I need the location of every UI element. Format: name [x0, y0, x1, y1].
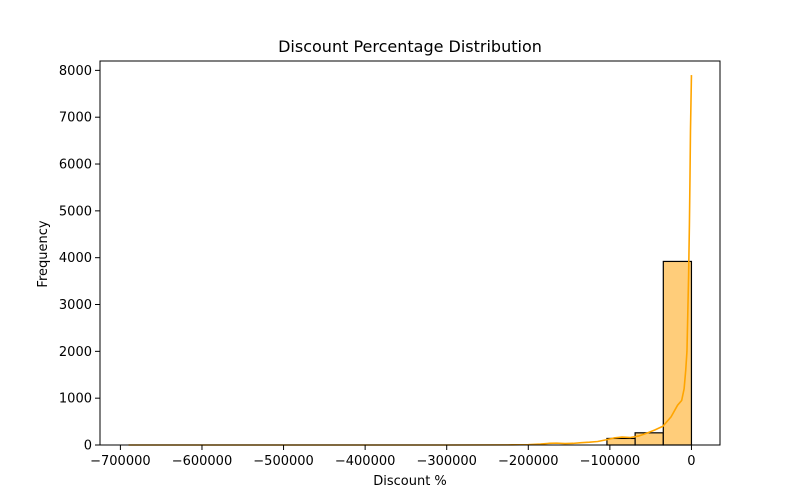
y-axis-label: Frequency	[36, 220, 51, 287]
y-tick-label-4: 4000	[59, 251, 92, 266]
bars-layer	[606, 260, 693, 446]
x-tick-label-0: −700000	[90, 454, 151, 469]
y-tick-label-3: 3000	[59, 298, 92, 313]
x-tick-label-2: −500000	[253, 454, 314, 469]
x-tick-label-7: 0	[687, 454, 695, 469]
ticks-layer: −700000 −600000 −500000 −400000 −300000 −2000…	[59, 64, 696, 469]
y-tick-label-5: 5000	[59, 204, 92, 219]
axes-layer	[99, 60, 721, 446]
plot-frame	[99, 60, 721, 446]
y-tick-label-6: 6000	[59, 158, 92, 173]
kde-layer	[128, 75, 693, 446]
y-tick-label-1: 1000	[59, 392, 92, 407]
y-tick-label-2: 2000	[59, 345, 92, 360]
x-axis-label: Discount %	[373, 474, 447, 489]
x-tick-label-1: −600000	[172, 454, 233, 469]
x-tick-label-5: −200000	[498, 454, 559, 469]
y-tick-label-7: 7000	[59, 111, 92, 126]
x-tick-label-4: −300000	[416, 454, 477, 469]
histogram-bar-1	[634, 432, 664, 446]
kde-line	[128, 75, 693, 446]
y-tick-label-8: 8000	[59, 64, 92, 79]
x-tick-label-6: −100000	[580, 454, 641, 469]
y-tick-label-0: 0	[84, 439, 92, 454]
x-tick-label-3: −400000	[335, 454, 396, 469]
chart-title: Discount Percentage Distribution	[278, 37, 542, 56]
